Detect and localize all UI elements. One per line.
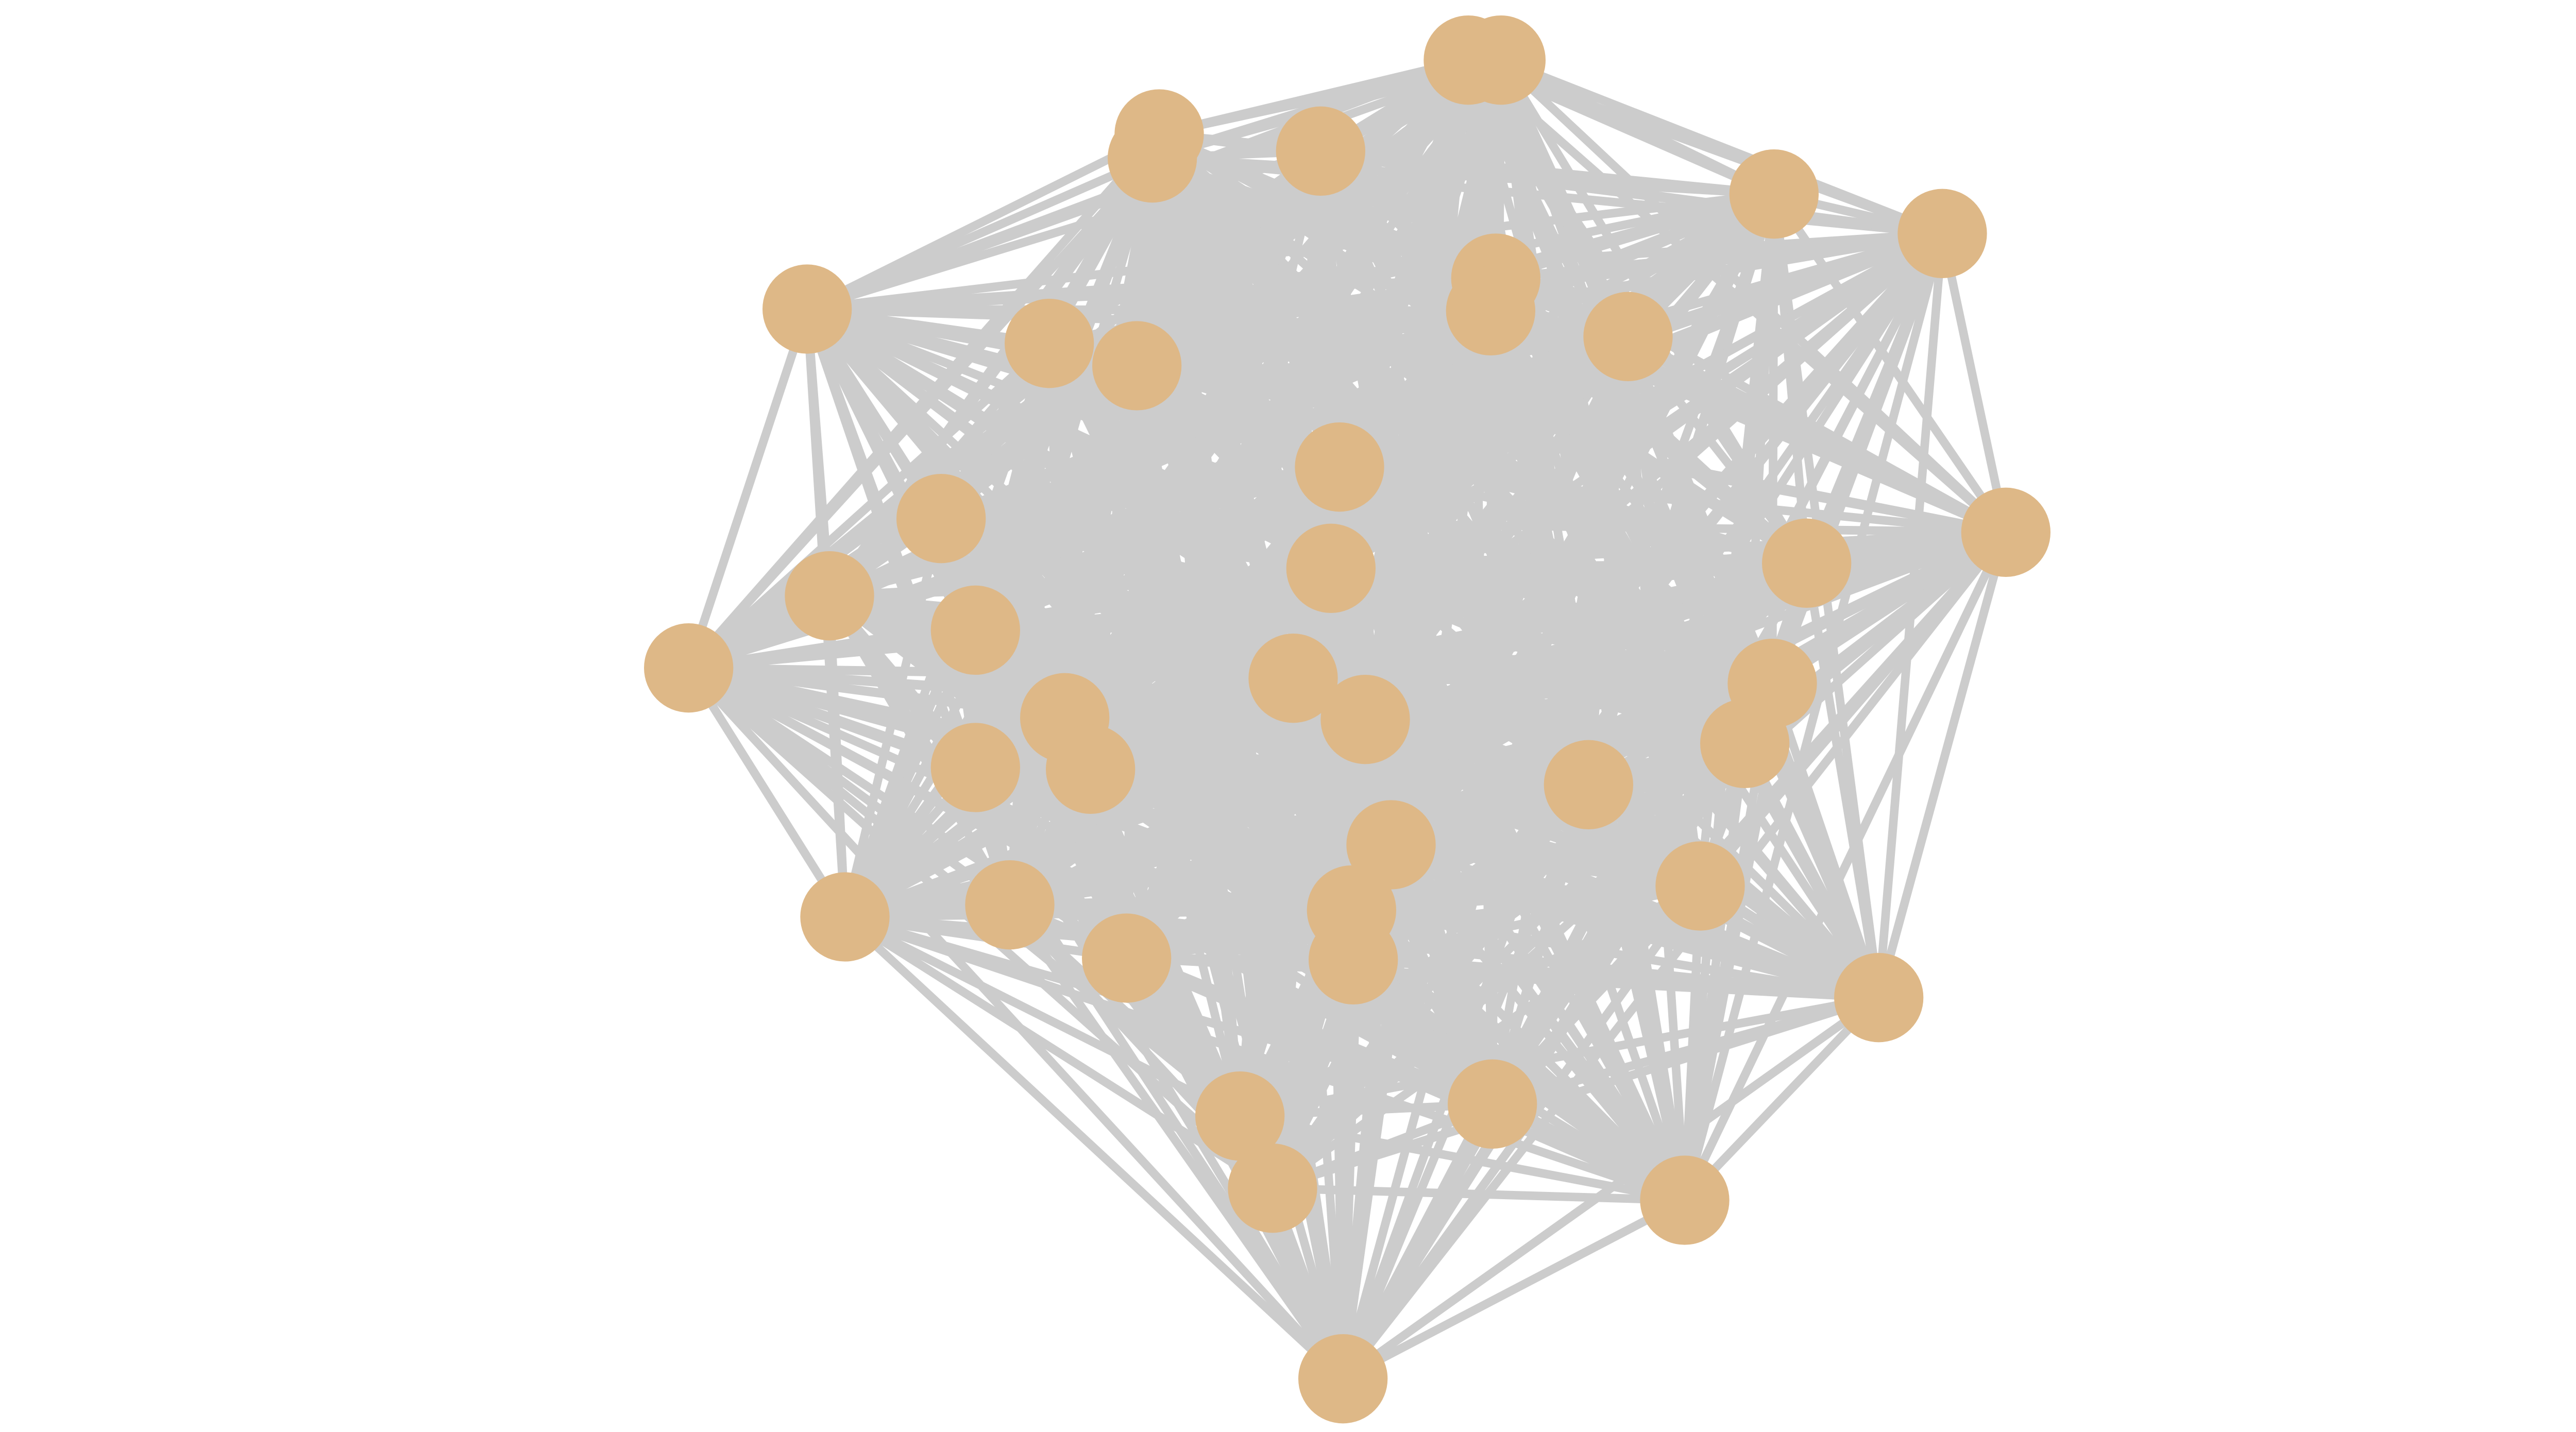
edge [844, 840, 1392, 922]
graph-node [1092, 321, 1182, 411]
edge [806, 190, 1775, 314]
graph-node [1195, 1071, 1285, 1161]
graph-node [1700, 698, 1790, 788]
edge [940, 463, 1341, 523]
edge [1064, 713, 1589, 789]
graph-node [800, 872, 890, 962]
edge [1137, 332, 1629, 370]
graph-node [1286, 523, 1376, 613]
graph-node [1082, 913, 1172, 1003]
graph-node [1108, 113, 1197, 203]
edge [1090, 739, 1745, 774]
graph-node [1448, 1059, 1537, 1149]
edge [1136, 361, 2007, 537]
edge [1271, 993, 1880, 1192]
edge [688, 626, 976, 672]
graph-node [1276, 106, 1365, 196]
edge [684, 308, 811, 670]
edge [1239, 993, 1880, 1120]
graph-node [1298, 1334, 1388, 1424]
edge [805, 154, 1155, 313]
edge [1341, 1196, 1687, 1383]
edge [826, 340, 1053, 599]
edge [1741, 741, 1883, 1000]
edge [1338, 960, 1358, 1379]
edge [940, 514, 1332, 573]
edge [688, 663, 1294, 683]
edge [842, 765, 1093, 921]
edge [842, 913, 1275, 1192]
edge [1489, 883, 1704, 1107]
edge [842, 913, 1346, 1382]
edge [1090, 765, 1589, 789]
edge [1339, 463, 2007, 537]
graph-node [896, 474, 986, 564]
graph-node [1248, 634, 1338, 723]
graph-node [785, 551, 874, 641]
edge [686, 340, 1053, 671]
graph-node [1046, 724, 1136, 814]
edge [941, 514, 1807, 568]
edge [1499, 56, 1944, 238]
graph-node [1456, 15, 1546, 105]
edge [1320, 147, 1943, 238]
edge [807, 274, 1496, 314]
edge [841, 628, 979, 919]
node-layer [644, 15, 2050, 1424]
graph-node [1834, 953, 1924, 1043]
graph-node [1897, 189, 1987, 278]
edge [1339, 1102, 1496, 1381]
graph-node [1309, 915, 1398, 1004]
edge [685, 666, 849, 919]
graph-node [930, 585, 1020, 675]
edge [1126, 953, 1879, 1002]
edge [1330, 564, 1774, 688]
graph-node [1583, 292, 1673, 381]
edge [1802, 562, 1883, 999]
edge [829, 564, 1331, 600]
edge [1340, 530, 2009, 1382]
edge [1768, 681, 1883, 999]
edge [1365, 715, 1745, 748]
graph-node [1640, 1155, 1730, 1245]
graph-node [1762, 518, 1852, 608]
graph-node [1346, 800, 1436, 890]
edge [1350, 906, 1880, 1002]
edge [1681, 994, 1882, 1203]
edge [1269, 782, 1592, 1191]
graph-node [1320, 675, 1410, 764]
edge [828, 463, 1341, 600]
graph-node [1446, 266, 1535, 355]
graph-node [1961, 487, 2050, 577]
graph-node [644, 623, 734, 713]
edge [1626, 332, 2008, 536]
graph-node [1228, 1144, 1317, 1233]
edge [1125, 954, 1687, 1204]
edge [843, 913, 1242, 1120]
graph-node [1005, 299, 1094, 388]
edge [1239, 1112, 1686, 1205]
edge [842, 714, 1068, 920]
edge [1488, 307, 1809, 567]
edge [843, 913, 1686, 1204]
edge [1874, 531, 2010, 999]
graph-node [1729, 149, 1819, 239]
graph-node [965, 860, 1055, 950]
graph-node [1544, 740, 1633, 829]
edge [1938, 232, 2010, 534]
edge [1680, 885, 1705, 1201]
graph-node [1655, 841, 1745, 931]
edge [1390, 840, 1701, 891]
edge [1681, 530, 2010, 1202]
edge [975, 626, 1773, 688]
graph-node [930, 723, 1020, 812]
edge [1272, 1184, 1685, 1205]
graph-node [1295, 422, 1384, 512]
graph-node [762, 264, 852, 354]
edge [806, 147, 1322, 313]
edge [1584, 783, 1689, 1201]
